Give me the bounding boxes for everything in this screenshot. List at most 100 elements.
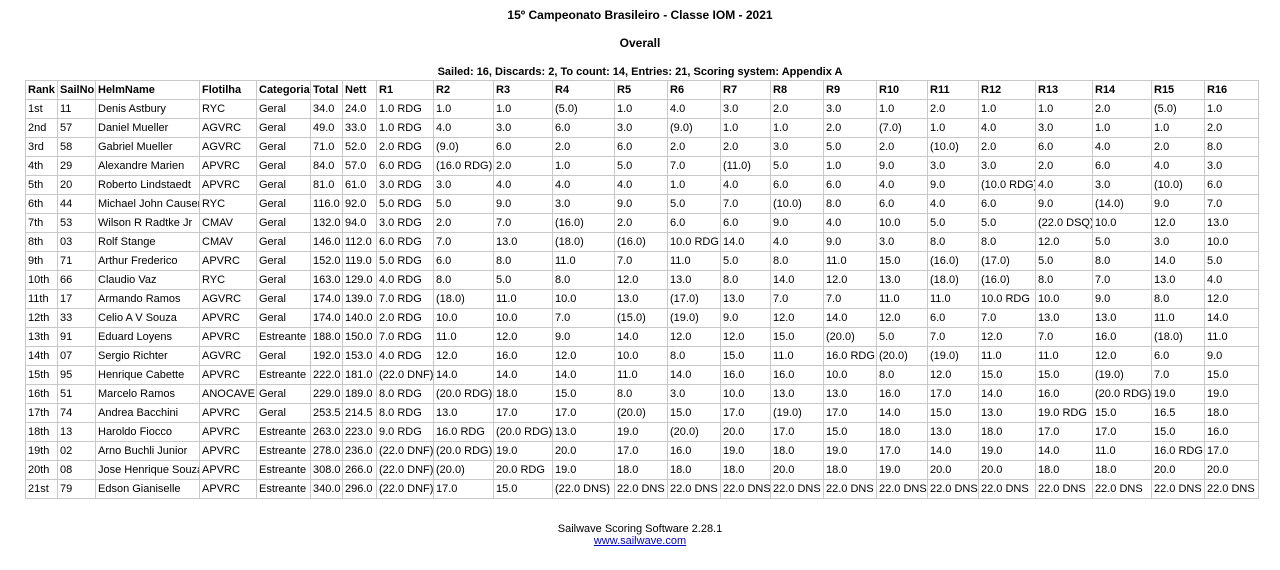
cell: 12.0 <box>927 365 979 385</box>
cell: 5.0 <box>978 213 1036 233</box>
link[interactable]: www.sailwave.com <box>593 535 687 547</box>
cell: 13.0 <box>720 289 771 309</box>
column-header: R4 <box>552 80 615 100</box>
column-header: R10 <box>876 80 928 100</box>
cell: 181.0 <box>342 365 377 385</box>
cell: 51 <box>57 384 96 404</box>
cell: Geral <box>256 156 311 176</box>
cell: RYC <box>199 270 257 290</box>
cell: 12.0 <box>1035 232 1093 252</box>
cell: 8.0 <box>823 194 877 214</box>
cell: 74 <box>57 403 96 423</box>
cell: 12.0 <box>1204 289 1259 309</box>
result-row: 5th 20 Roberto Lindstaedt APVRC Geral 81.0 61.… <box>25 175 1259 195</box>
column-header: R6 <box>667 80 721 100</box>
result-row: 2nd 57 Daniel Mueller AGVRC Geral 49.0 33.0 1.0… <box>25 118 1259 138</box>
cell: 6.0 <box>978 194 1036 214</box>
column-header: Rank <box>25 80 58 100</box>
cell: 4.0 <box>552 175 615 195</box>
column-header: R15 <box>1151 80 1205 100</box>
cell: 15.0 <box>493 479 553 499</box>
cell: 1.0 <box>876 99 928 119</box>
cell: Geral <box>256 270 311 290</box>
cell: 1.0 <box>614 99 668 119</box>
cell: 15.0 <box>552 384 615 404</box>
cell: APVRC <box>199 175 257 195</box>
cell: 1.0 <box>552 156 615 176</box>
cell: 2.0 <box>552 137 615 157</box>
cell: 17.0 <box>493 403 553 423</box>
cell: 12.0 <box>433 346 494 366</box>
cell: 12.0 <box>823 270 877 290</box>
cell: 1.0 RDG <box>376 99 434 119</box>
cell: 12.0 <box>978 327 1036 347</box>
cell: 1.0 <box>493 99 553 119</box>
cell: Marcelo Ramos <box>95 384 200 404</box>
cell: 4.0 <box>927 194 979 214</box>
cell: AGVRC <box>199 118 257 138</box>
cell: Edson Gianiselle <box>95 479 200 499</box>
cell: 18.0 <box>614 460 668 480</box>
cell: 13.0 <box>927 422 979 442</box>
cell: 2.0 <box>927 99 979 119</box>
cell: 12.0 <box>1151 213 1205 233</box>
cell: 12th <box>25 308 58 328</box>
cell: 2.0 <box>770 99 824 119</box>
cell: 5.0 <box>876 327 928 347</box>
cell: (10.0 RDG) <box>978 175 1036 195</box>
cell: 12.0 <box>667 327 721 347</box>
cell: 17th <box>25 403 58 423</box>
cell: 10.0 <box>552 289 615 309</box>
cell: 11 <box>57 99 96 119</box>
cell: 18.0 <box>770 441 824 461</box>
cell: Geral <box>256 403 311 423</box>
cell: APVRC <box>199 460 257 480</box>
cell: 18.0 <box>1092 460 1152 480</box>
cell: Estreante <box>256 479 311 499</box>
cell: 11.0 <box>978 346 1036 366</box>
cell: 152.0 <box>310 251 343 271</box>
cell: 16.0 <box>720 365 771 385</box>
cell: 16.5 <box>1151 403 1205 423</box>
cell: 132.0 <box>310 213 343 233</box>
cell: 12.0 <box>614 270 668 290</box>
cell: (19.0) <box>927 346 979 366</box>
cell: 8.0 <box>1092 251 1152 271</box>
cell: 52.0 <box>342 137 377 157</box>
cell: Geral <box>256 289 311 309</box>
cell: ANOCAVE <box>199 384 257 404</box>
cell: 10.0 <box>1204 232 1259 252</box>
cell: APVRC <box>199 479 257 499</box>
cell: APVRC <box>199 365 257 385</box>
cell: 19.0 <box>978 441 1036 461</box>
cell: 8.0 RDG <box>376 384 434 404</box>
cell: 10.0 RDG <box>978 289 1036 309</box>
column-header: Flotilha <box>199 80 257 100</box>
cell: (10.0) <box>1151 175 1205 195</box>
cell: 4.0 <box>876 175 928 195</box>
cell: 19.0 <box>1204 384 1259 404</box>
cell: 8.0 <box>876 365 928 385</box>
cell: (22.0 DNF) <box>376 479 434 499</box>
cell: 17.0 <box>433 479 494 499</box>
cell: 17.0 <box>1204 441 1259 461</box>
cell: Geral <box>256 346 311 366</box>
cell: 7.0 <box>1035 327 1093 347</box>
footer: Sailwave Scoring Software 2.28.1 www.sai… <box>0 523 1280 547</box>
cell: 6.0 <box>493 137 553 157</box>
result-row: 16th 51 Marcelo Ramos ANOCAVE Geral 229.0 189.… <box>25 384 1259 404</box>
cell: 8.0 <box>552 270 615 290</box>
result-row: 12th 33 Celio A V Souza APVRC Geral 174.0 140.… <box>25 308 1259 328</box>
cell: (20.0) <box>614 403 668 423</box>
cell: 8th <box>25 232 58 252</box>
cell: 22.0 DNS <box>876 479 928 499</box>
cell: 22.0 DNS <box>1092 479 1152 499</box>
cell: 8.0 <box>1035 270 1093 290</box>
cell: 8.0 <box>493 251 553 271</box>
cell: 1.0 <box>720 118 771 138</box>
cell: 16.0 <box>770 365 824 385</box>
cell: 7.0 <box>1092 270 1152 290</box>
cell: 15.0 <box>720 346 771 366</box>
cell: Wilson R Radtke Jr <box>95 213 200 233</box>
cell: 49.0 <box>310 118 343 138</box>
